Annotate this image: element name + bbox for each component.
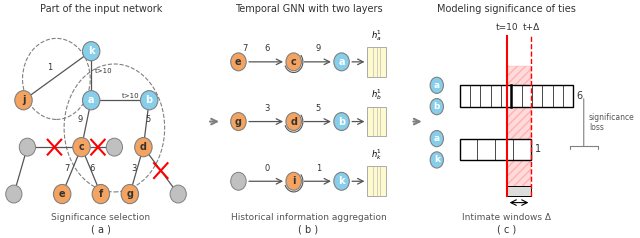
Text: 6: 6 <box>89 164 95 173</box>
Circle shape <box>286 113 301 130</box>
Circle shape <box>286 172 301 190</box>
Circle shape <box>6 185 22 203</box>
Text: b: b <box>338 117 345 127</box>
Circle shape <box>230 113 246 130</box>
FancyBboxPatch shape <box>367 47 386 77</box>
Text: a: a <box>88 95 95 105</box>
Text: c: c <box>79 142 84 152</box>
Circle shape <box>230 53 246 71</box>
Text: b: b <box>146 95 153 105</box>
Text: $h_a^1$: $h_a^1$ <box>371 28 382 43</box>
Circle shape <box>430 99 444 115</box>
Text: a: a <box>434 134 440 143</box>
Circle shape <box>19 138 35 156</box>
Text: 9: 9 <box>77 114 83 124</box>
Text: $h_b^1$: $h_b^1$ <box>371 88 382 102</box>
Circle shape <box>73 138 90 157</box>
Circle shape <box>141 91 158 110</box>
Text: f: f <box>99 189 103 199</box>
Text: 7: 7 <box>242 44 248 53</box>
Text: e: e <box>59 189 65 199</box>
Text: ( b ): ( b ) <box>298 224 319 234</box>
Title: Modeling significance of ties: Modeling significance of ties <box>437 4 576 14</box>
Circle shape <box>83 91 100 110</box>
Bar <box>507 66 531 190</box>
Text: g: g <box>126 189 133 199</box>
Text: 6: 6 <box>577 91 583 101</box>
Text: 0: 0 <box>264 164 269 173</box>
Text: 1: 1 <box>535 144 541 154</box>
Circle shape <box>54 184 71 204</box>
Text: Historical information aggregation: Historical information aggregation <box>230 213 387 222</box>
Text: 9: 9 <box>316 44 321 53</box>
Text: ( c ): ( c ) <box>497 224 516 234</box>
Title: Temporal GNN with two layers: Temporal GNN with two layers <box>235 4 382 14</box>
Circle shape <box>430 152 444 168</box>
Text: 1: 1 <box>316 164 321 173</box>
Circle shape <box>286 53 301 71</box>
Text: d: d <box>290 117 297 127</box>
Text: $h_k^1$: $h_k^1$ <box>371 147 382 162</box>
FancyBboxPatch shape <box>367 166 386 196</box>
Bar <box>507 186 531 196</box>
Text: a: a <box>434 81 440 90</box>
Circle shape <box>15 91 32 110</box>
Text: 7: 7 <box>64 164 70 173</box>
Title: Part of the input network: Part of the input network <box>40 4 162 14</box>
Text: 3: 3 <box>132 164 137 173</box>
Circle shape <box>170 185 186 203</box>
FancyBboxPatch shape <box>367 107 386 136</box>
Circle shape <box>430 77 444 93</box>
Text: c: c <box>291 57 296 67</box>
Text: k: k <box>88 46 95 56</box>
Text: Significance selection: Significance selection <box>51 213 150 222</box>
Text: 3: 3 <box>264 104 269 113</box>
Text: 5: 5 <box>316 104 321 113</box>
Text: significance
loss: significance loss <box>589 113 635 132</box>
Text: j: j <box>22 95 25 105</box>
Circle shape <box>230 172 246 190</box>
Text: g: g <box>235 117 242 127</box>
Text: e: e <box>235 57 242 67</box>
Circle shape <box>334 53 349 71</box>
Text: a: a <box>339 57 345 67</box>
Circle shape <box>134 138 152 157</box>
Circle shape <box>106 138 122 156</box>
Text: ( a ): ( a ) <box>91 224 111 234</box>
Text: k: k <box>339 176 345 186</box>
Text: i: i <box>292 176 296 186</box>
Text: 5: 5 <box>145 114 150 124</box>
Bar <box>460 85 573 107</box>
Text: 6: 6 <box>264 44 269 53</box>
Circle shape <box>92 184 109 204</box>
Circle shape <box>430 130 444 147</box>
Text: k: k <box>434 155 440 164</box>
Circle shape <box>334 113 349 130</box>
Text: d: d <box>140 142 147 152</box>
Circle shape <box>334 172 349 190</box>
Text: b: b <box>434 102 440 111</box>
Text: Intimate windows Δ: Intimate windows Δ <box>462 213 551 222</box>
Text: t>10: t>10 <box>95 68 113 74</box>
Text: t+Δ: t+Δ <box>523 23 540 32</box>
Circle shape <box>83 42 100 61</box>
Text: t=10: t=10 <box>495 23 518 32</box>
Circle shape <box>121 184 138 204</box>
Text: t>10: t>10 <box>122 93 140 99</box>
Text: 1: 1 <box>47 63 52 72</box>
Bar <box>460 139 531 160</box>
